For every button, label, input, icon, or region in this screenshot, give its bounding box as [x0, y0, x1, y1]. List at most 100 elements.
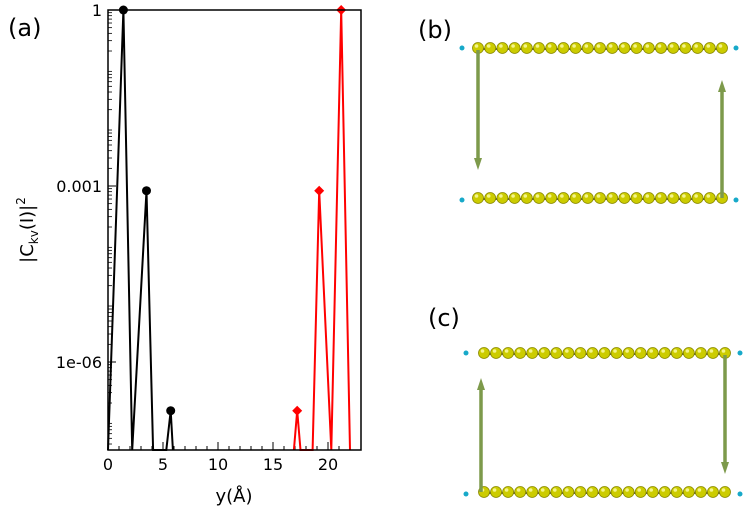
atom-highlight: [540, 488, 545, 492]
atom: [642, 42, 655, 54]
x-tick-label: 20: [318, 455, 338, 474]
atom: [586, 486, 599, 498]
atom: [695, 347, 707, 359]
series-layer: [107, 5, 351, 451]
atom: [691, 42, 704, 54]
atom: [667, 42, 680, 54]
arrow-down-b: [474, 50, 482, 170]
atom-highlight: [657, 194, 662, 198]
end-atom: [459, 45, 465, 51]
ylabel-sup: 2: [14, 197, 28, 205]
atom: [630, 192, 643, 204]
structure-c: [463, 347, 743, 498]
atom: [642, 192, 655, 204]
atom: [533, 42, 545, 54]
ticks-layer: 0 5 10 15 20 1 0.001 1e-06: [56, 1, 351, 474]
atom-highlight: [694, 44, 698, 48]
atom: [634, 347, 647, 359]
atom: [634, 486, 647, 498]
arrow-head: [474, 158, 482, 170]
atom-highlight: [523, 44, 528, 48]
atom-highlight: [565, 488, 569, 492]
atom: [514, 347, 527, 359]
atom: [667, 192, 680, 204]
atom: [562, 347, 575, 359]
atom-highlight: [682, 44, 686, 48]
atom-highlight: [621, 44, 625, 48]
atom-highlight: [511, 44, 515, 48]
atom-highlight: [601, 349, 605, 353]
atom-highlight: [608, 194, 613, 198]
atom-highlight: [589, 488, 593, 492]
atom: [679, 42, 692, 54]
x-tick-label: 0: [103, 455, 113, 474]
atom: [622, 347, 635, 359]
atom-highlight: [577, 349, 581, 353]
data-point: [292, 405, 303, 416]
atom: [598, 347, 611, 359]
atom: [679, 192, 692, 204]
end-atom: [737, 491, 743, 497]
atom: [707, 347, 719, 359]
y-axis-label: |Ckv(I)|2: [14, 197, 41, 263]
ylabel-sub: kv: [27, 230, 41, 244]
atom: [695, 486, 707, 498]
ylabel-arg: (I)|: [17, 205, 38, 230]
x-axis-label: y(Å): [215, 485, 252, 507]
atom-highlight: [565, 349, 569, 353]
atom: [682, 486, 695, 498]
atom: [707, 486, 719, 498]
atom-highlight: [661, 349, 666, 353]
chain-bottom-b: [472, 192, 728, 204]
y-tick-label: 1e-06: [56, 353, 102, 372]
atom-highlight: [613, 488, 617, 492]
x-tick-label: 15: [263, 455, 283, 474]
atom: [606, 192, 619, 204]
atom-highlight: [633, 44, 637, 48]
plot-frame: [107, 9, 362, 451]
atom-highlight: [649, 488, 653, 492]
chain-top-b: [472, 42, 728, 54]
atom-highlight: [694, 194, 698, 198]
arrow-down-c: [721, 355, 729, 474]
atom-highlight: [535, 194, 540, 198]
atom: [490, 347, 502, 359]
atom-highlight: [577, 488, 581, 492]
atom-highlight: [480, 349, 485, 353]
atom-highlight: [596, 44, 601, 48]
atom-highlight: [474, 44, 479, 48]
atom-highlight: [718, 44, 723, 48]
atom: [472, 192, 484, 204]
atom: [569, 192, 582, 204]
atom-highlight: [528, 488, 533, 492]
atom-highlight: [721, 349, 726, 353]
atom: [610, 486, 623, 498]
atom-highlight: [516, 488, 521, 492]
atom: [514, 486, 527, 498]
atom-highlight: [560, 44, 564, 48]
atom: [646, 347, 659, 359]
atom-highlight: [528, 349, 533, 353]
atom-highlight: [706, 194, 711, 198]
x-tick-label: 10: [208, 455, 228, 474]
structure-b: [459, 42, 739, 204]
atom-highlight: [486, 44, 491, 48]
atom: [508, 42, 521, 54]
atom: [526, 486, 539, 498]
atom-highlight: [553, 488, 557, 492]
atom-highlight: [547, 44, 552, 48]
chain-bottom-c: [478, 486, 731, 498]
atom: [574, 347, 587, 359]
arrow-up-c: [477, 378, 485, 492]
atom: [502, 486, 515, 498]
atom: [703, 192, 716, 204]
atom-highlight: [504, 349, 509, 353]
atom: [574, 486, 587, 498]
panel-label-b: (b): [418, 16, 452, 44]
atom: [581, 42, 594, 54]
end-atom: [733, 197, 739, 203]
atom: [670, 486, 683, 498]
atom-highlight: [516, 349, 521, 353]
atom: [520, 192, 533, 204]
